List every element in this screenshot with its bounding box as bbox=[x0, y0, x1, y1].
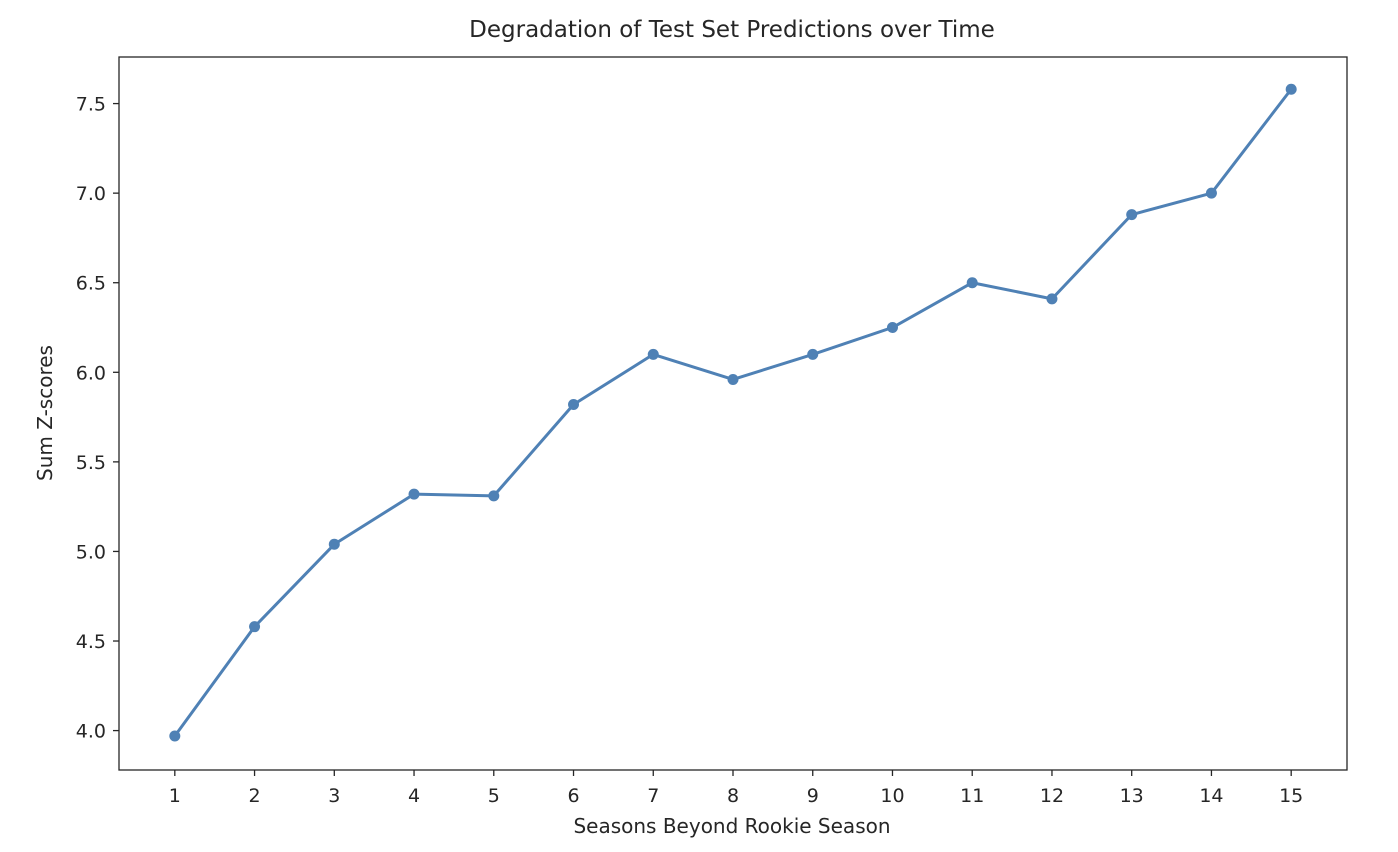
y-axis-title: Sum Z-scores bbox=[33, 345, 57, 481]
y-tick-label: 4.0 bbox=[76, 721, 106, 743]
x-tick-label: 1 bbox=[169, 785, 181, 807]
data-point bbox=[1205, 187, 1217, 199]
x-tick-label: 12 bbox=[1040, 785, 1064, 807]
data-point bbox=[807, 348, 819, 360]
x-tick-label: 4 bbox=[408, 785, 420, 807]
data-point bbox=[328, 538, 340, 550]
x-tick-label: 9 bbox=[807, 785, 819, 807]
data-point bbox=[1285, 83, 1297, 95]
axes: 1 2 3 4 5 6 7 8 9 10 11 12 13 14 154.04.55.05.56.06.57… bbox=[76, 56, 1348, 807]
plot-frame bbox=[118, 56, 1348, 771]
data-point bbox=[966, 277, 978, 289]
x-tick-label: 14 bbox=[1199, 785, 1223, 807]
data-point bbox=[1046, 293, 1058, 305]
y-tick-label: 6.0 bbox=[76, 362, 106, 384]
data-point bbox=[488, 490, 500, 502]
y-tick-label: 7.0 bbox=[76, 183, 106, 205]
y-tick-label: 5.5 bbox=[76, 452, 106, 474]
x-tick-label: 7 bbox=[647, 785, 659, 807]
x-tick-label: 10 bbox=[880, 785, 904, 807]
x-tick-label: 13 bbox=[1120, 785, 1144, 807]
y-tick-label: 4.5 bbox=[76, 631, 106, 653]
x-tick-label: 3 bbox=[328, 785, 340, 807]
series-line bbox=[173, 87, 1293, 738]
chart-title: Degradation of Test Set Predictions over… bbox=[469, 17, 995, 43]
data-point bbox=[727, 373, 739, 385]
y-tick-label: 7.5 bbox=[76, 94, 106, 116]
y-tick-label: 5.0 bbox=[76, 541, 106, 563]
data-point bbox=[408, 488, 420, 500]
data-point bbox=[169, 730, 181, 742]
x-tick-label: 2 bbox=[249, 785, 261, 807]
data-point bbox=[249, 621, 261, 633]
data-point bbox=[886, 322, 898, 334]
plot-area bbox=[169, 83, 1297, 742]
data-point bbox=[1126, 209, 1138, 221]
data-point bbox=[568, 399, 580, 411]
y-tick-label: 6.5 bbox=[76, 273, 106, 295]
x-tick-label: 11 bbox=[960, 785, 984, 807]
x-axis-title: Seasons Beyond Rookie Season bbox=[573, 814, 890, 838]
x-tick-label: 8 bbox=[727, 785, 739, 807]
x-tick-label: 6 bbox=[567, 785, 579, 807]
x-tick-label: 15 bbox=[1279, 785, 1303, 807]
x-tick-label: 5 bbox=[488, 785, 500, 807]
data-point bbox=[647, 348, 659, 360]
